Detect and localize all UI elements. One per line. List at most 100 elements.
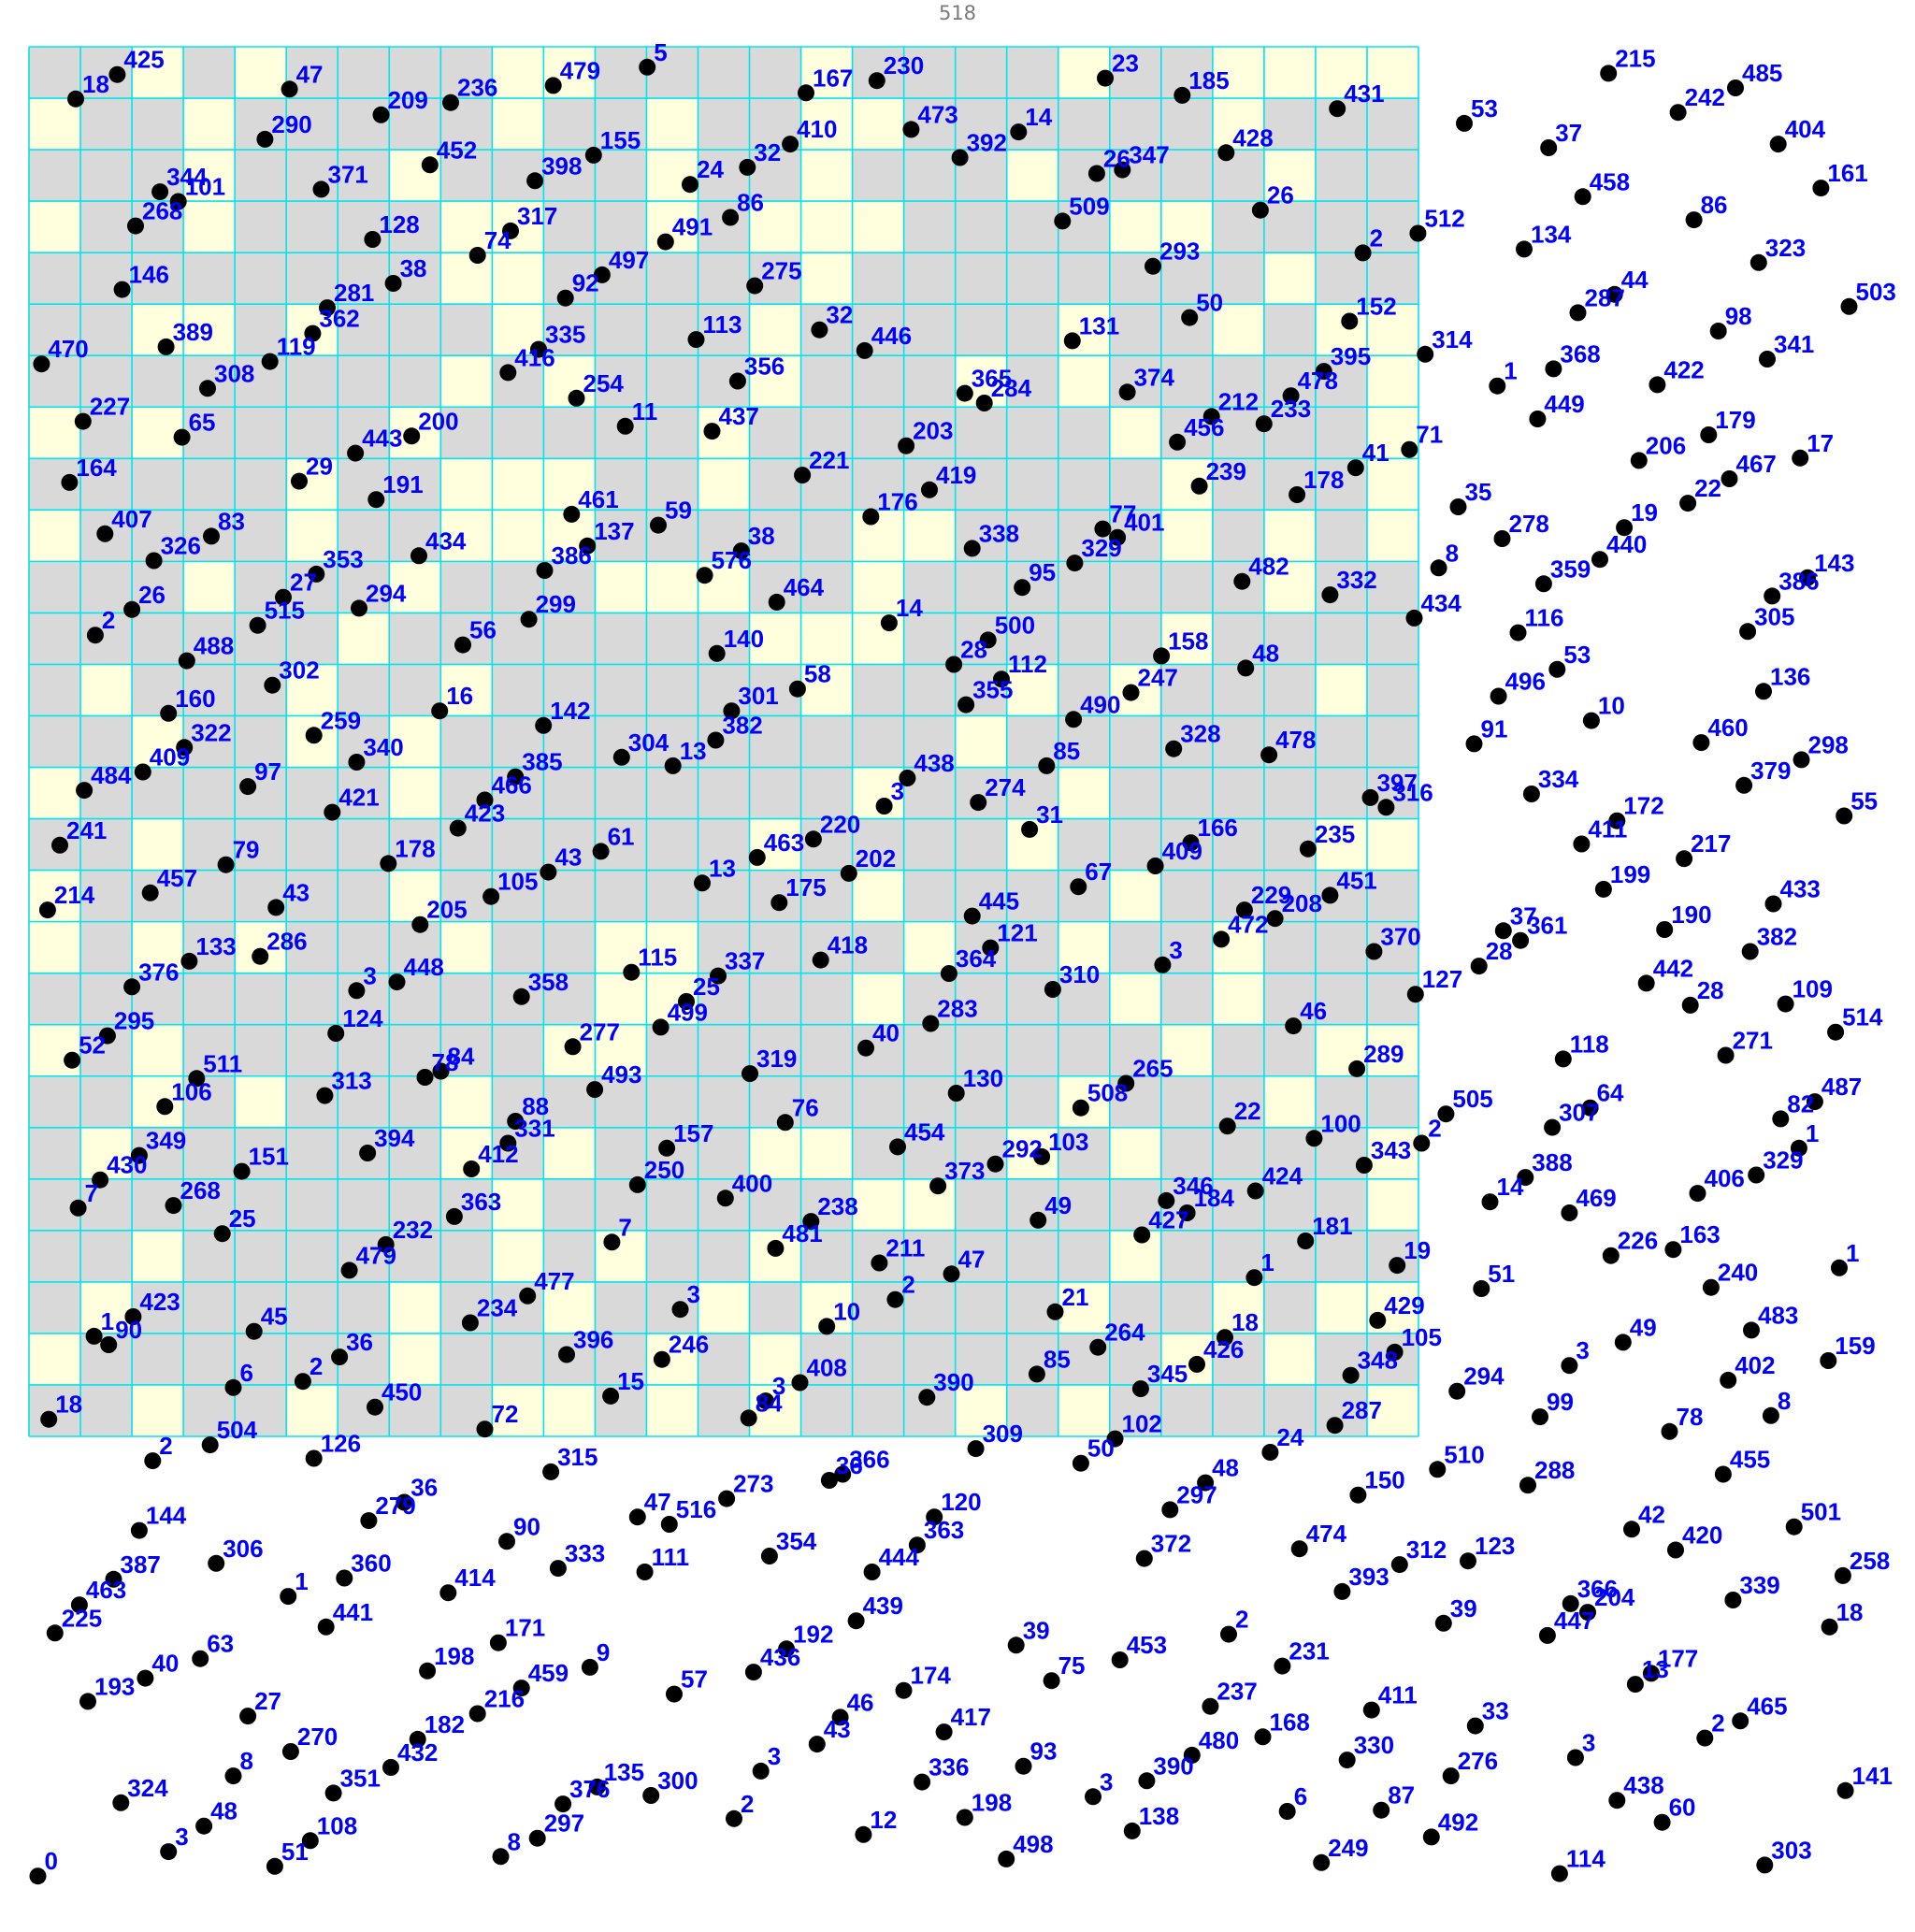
point-marker xyxy=(767,1239,785,1257)
point-label: 134 xyxy=(1531,220,1572,248)
point-label: 178 xyxy=(395,834,435,862)
grid-cell xyxy=(955,870,1007,922)
point-label: 428 xyxy=(1232,123,1273,151)
point-label: 11 xyxy=(632,397,658,425)
grid-cell xyxy=(1315,1178,1367,1231)
grid-cell xyxy=(698,1230,750,1282)
grid-cell xyxy=(543,98,596,151)
point-label: 58 xyxy=(804,660,831,688)
point-marker xyxy=(266,1857,283,1875)
point-label: 76 xyxy=(792,1093,819,1121)
point-label: 93 xyxy=(1030,1737,1058,1766)
point-marker xyxy=(1348,1060,1366,1077)
point-marker xyxy=(499,1134,517,1152)
point-marker xyxy=(1749,253,1767,271)
point-label: 44 xyxy=(1621,266,1649,294)
grid-cell xyxy=(1058,973,1110,1025)
grid-cell xyxy=(749,150,801,202)
point-marker xyxy=(540,863,557,881)
grid-cell xyxy=(543,664,596,716)
point-label: 3 xyxy=(363,961,376,989)
point-label: 366 xyxy=(1577,1575,1618,1603)
point-label: 411 xyxy=(1588,815,1627,843)
point-marker xyxy=(348,982,366,1000)
point-marker xyxy=(1812,180,1830,197)
point-label: 483 xyxy=(1758,1301,1798,1329)
grid-cell xyxy=(389,1178,441,1231)
point-label: 12 xyxy=(870,1806,897,1834)
point-label: 61 xyxy=(608,822,635,850)
point-marker xyxy=(1532,1408,1548,1426)
grid-cell xyxy=(286,407,338,459)
point-label: 25 xyxy=(693,973,720,1001)
grid-cell xyxy=(646,767,698,819)
point-marker xyxy=(1799,569,1817,586)
point-label: 484 xyxy=(91,761,132,789)
point-marker xyxy=(1338,1752,1356,1769)
point-label: 234 xyxy=(477,1294,518,1322)
point-marker xyxy=(756,1392,774,1410)
point-marker xyxy=(868,72,886,90)
grid-cell xyxy=(852,1178,904,1231)
point-marker xyxy=(1341,312,1359,330)
point-label: 51 xyxy=(1488,1260,1515,1288)
point-marker xyxy=(1569,304,1587,322)
point-marker xyxy=(463,1161,481,1177)
point-marker xyxy=(372,106,390,123)
grid-cell xyxy=(698,458,750,511)
grid-cell xyxy=(286,921,338,973)
grid-cell xyxy=(80,1281,133,1334)
point-marker xyxy=(788,680,806,698)
grid-cell xyxy=(183,1281,236,1334)
point-label: 287 xyxy=(1585,283,1625,311)
point-marker xyxy=(449,819,467,837)
grid-cell xyxy=(852,870,904,922)
grid-cell xyxy=(903,252,956,305)
point-marker xyxy=(831,1709,849,1726)
grid-cell xyxy=(1315,613,1367,665)
point-marker xyxy=(195,1817,213,1835)
point-label: 193 xyxy=(94,1672,135,1700)
grid-cell xyxy=(749,921,801,973)
point-marker xyxy=(1097,69,1114,87)
point-label: 19 xyxy=(1404,1236,1431,1264)
point-label: 333 xyxy=(565,1539,605,1567)
point-label: 112 xyxy=(1008,650,1047,678)
grid-cell xyxy=(80,1230,133,1282)
diagram-title: 518 xyxy=(938,2,977,24)
point-label: 3 xyxy=(175,1823,188,1851)
grid-cell xyxy=(595,561,647,613)
grid-cell xyxy=(800,150,853,202)
grid-cell xyxy=(1315,818,1367,871)
point-label: 7 xyxy=(85,1179,98,1207)
point-label: 371 xyxy=(328,160,368,188)
grid-cell xyxy=(543,201,596,253)
point-marker xyxy=(1769,136,1787,153)
point-label: 22 xyxy=(1234,1097,1261,1125)
point-label: 329 xyxy=(1081,534,1121,562)
point-label: 130 xyxy=(963,1064,1003,1092)
point-marker xyxy=(396,1493,413,1511)
point-label: 427 xyxy=(1148,1206,1188,1234)
point-label: 83 xyxy=(218,507,245,535)
grid-cell xyxy=(595,1230,647,1282)
point-label: 258 xyxy=(1850,1547,1890,1575)
point-label: 363 xyxy=(924,1516,964,1544)
point-label: 463 xyxy=(764,829,804,857)
grid-cell xyxy=(1160,767,1213,819)
point-label: 292 xyxy=(1002,1135,1043,1163)
grid-cell xyxy=(389,98,441,151)
grid-cell xyxy=(1366,252,1418,305)
point-marker xyxy=(1685,211,1703,229)
grid-cell xyxy=(286,201,338,253)
point-marker xyxy=(324,803,341,821)
grid-cell xyxy=(80,973,133,1025)
grid-cell xyxy=(492,715,544,768)
point-marker xyxy=(1434,1614,1452,1632)
point-label: 372 xyxy=(1151,1530,1191,1558)
point-label: 214 xyxy=(54,881,95,909)
point-marker xyxy=(1689,1185,1706,1203)
point-label: 203 xyxy=(913,417,953,445)
point-marker xyxy=(563,505,581,523)
point-marker xyxy=(38,901,56,919)
